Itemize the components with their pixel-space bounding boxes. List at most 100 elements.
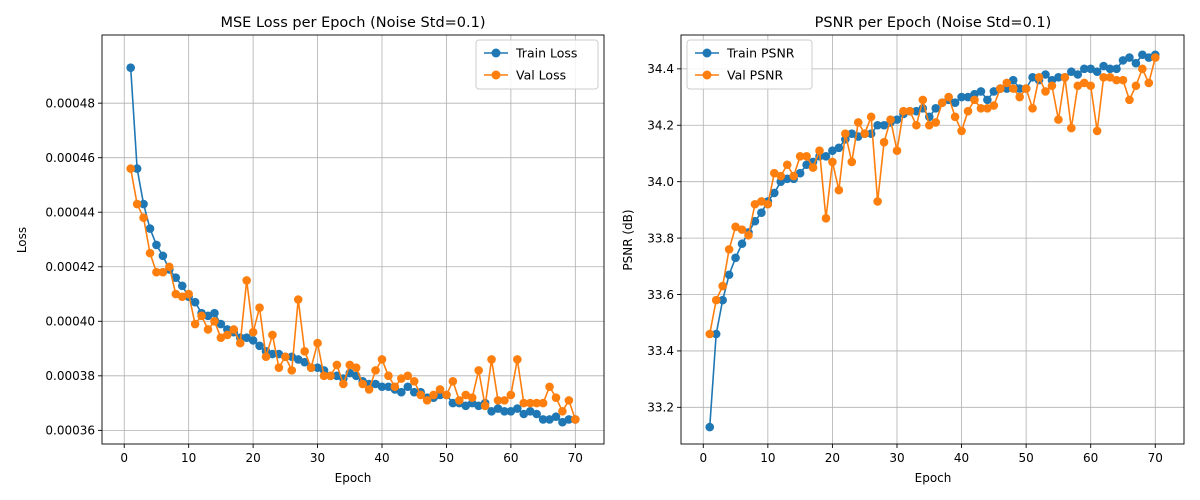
val-data-point — [545, 382, 554, 392]
train-data-point — [1041, 70, 1050, 79]
val-data-point — [390, 382, 400, 392]
train-data-point — [873, 120, 882, 130]
y-tick-label: 33.2 — [647, 401, 674, 415]
train-data-point — [711, 329, 721, 339]
val-data-point — [461, 390, 471, 400]
val-data-point — [983, 104, 992, 113]
y-tick-label: 34.4 — [647, 62, 674, 76]
x-tick-label: 30 — [889, 451, 904, 465]
val-data-point — [513, 355, 522, 364]
y-tick-label: 34.2 — [647, 119, 674, 133]
train-data-point — [210, 308, 219, 318]
val-data-point — [538, 398, 548, 408]
train-data-point — [1105, 64, 1115, 74]
train-data-point — [1008, 75, 1018, 85]
val-data-point — [724, 245, 734, 254]
train-data-point — [177, 281, 187, 291]
val-data-point — [866, 112, 876, 122]
val-data-point — [184, 289, 193, 299]
val-data-point — [808, 163, 818, 172]
legend-val-marker — [491, 70, 501, 80]
legend-train-marker — [491, 48, 501, 58]
train-data-point — [1144, 53, 1154, 62]
train-data-point — [493, 404, 503, 413]
train-data-point — [545, 415, 554, 424]
val-data-point — [223, 330, 232, 340]
train-data-point — [474, 401, 483, 411]
train-data-point — [551, 412, 561, 422]
train-data-point — [126, 63, 135, 73]
train-data-point — [203, 311, 213, 321]
val-data-point — [763, 199, 773, 209]
train-data-point — [1138, 50, 1147, 60]
train-data-point — [313, 363, 322, 372]
train-data-point — [976, 87, 986, 96]
train-data-point — [403, 382, 413, 392]
grid-lines — [102, 35, 604, 444]
val-data-point — [1015, 92, 1024, 102]
val-data-point — [853, 118, 863, 127]
legend-val-label: Val PSNR — [727, 68, 784, 83]
val-data-point — [551, 393, 561, 402]
val-data-point — [879, 137, 889, 147]
legend-val-label: Val Loss — [516, 68, 566, 83]
x-axis-label: Epoch — [335, 471, 372, 485]
val-data-point — [757, 197, 766, 206]
val-data-point — [1092, 126, 1102, 136]
train-data-point — [795, 168, 805, 178]
val-data-point — [319, 371, 329, 381]
train-data-point — [737, 239, 747, 249]
train-data-point — [1067, 67, 1076, 76]
val-data-point — [455, 396, 464, 405]
val-data-point — [345, 360, 355, 370]
x-tick-label: 40 — [374, 451, 389, 465]
train-data-point — [821, 151, 831, 161]
train-data-point — [912, 106, 921, 116]
val-data-point — [828, 157, 837, 167]
train-data-point — [757, 208, 766, 217]
y-tick-label: 0.00036 — [45, 424, 95, 438]
val-data-point — [950, 112, 960, 122]
legend-train-label: Train Loss — [515, 46, 577, 61]
train-data-point — [255, 341, 264, 351]
train-data-point — [558, 417, 567, 427]
val-data-point — [1099, 73, 1108, 82]
train-data-point — [538, 415, 548, 424]
x-tick-label: 20 — [825, 451, 840, 465]
val-data-point — [782, 160, 792, 170]
y-tick-label: 0.00046 — [45, 151, 95, 165]
val-data-point — [287, 366, 297, 375]
train-data-point — [828, 146, 837, 155]
val-data-point — [313, 338, 322, 348]
val-data-point — [892, 146, 902, 155]
val-data-point — [506, 390, 516, 400]
train-data-point — [300, 357, 309, 367]
val-data-point — [957, 126, 966, 136]
train-data-point — [171, 273, 181, 282]
y-tick-label: 33.6 — [647, 288, 674, 302]
val-data-point — [480, 401, 490, 411]
val-data-point — [815, 146, 824, 155]
train-data-point — [983, 95, 992, 105]
val-data-point — [1047, 81, 1057, 91]
val-data-point — [1086, 81, 1095, 91]
val-data-point — [409, 376, 419, 386]
train-data-point — [242, 333, 251, 342]
val-data-point — [177, 292, 187, 302]
x-tick-label: 20 — [245, 451, 260, 465]
x-tick-label: 60 — [503, 451, 518, 465]
val-data-point — [795, 151, 805, 161]
val-data-point — [132, 199, 142, 209]
x-tick-label: 10 — [760, 451, 775, 465]
val-data-point — [789, 171, 798, 181]
x-tick-label: 60 — [1083, 451, 1098, 465]
train-data-point — [293, 355, 303, 364]
val-data-point — [1054, 115, 1063, 124]
val-data-point — [558, 406, 567, 416]
val-data-point — [448, 376, 458, 386]
val-data-point — [1041, 87, 1050, 96]
train-data-point — [705, 422, 715, 432]
train-data-point — [1073, 70, 1083, 79]
val-data-point — [1002, 78, 1012, 88]
val-data-point — [564, 396, 574, 405]
